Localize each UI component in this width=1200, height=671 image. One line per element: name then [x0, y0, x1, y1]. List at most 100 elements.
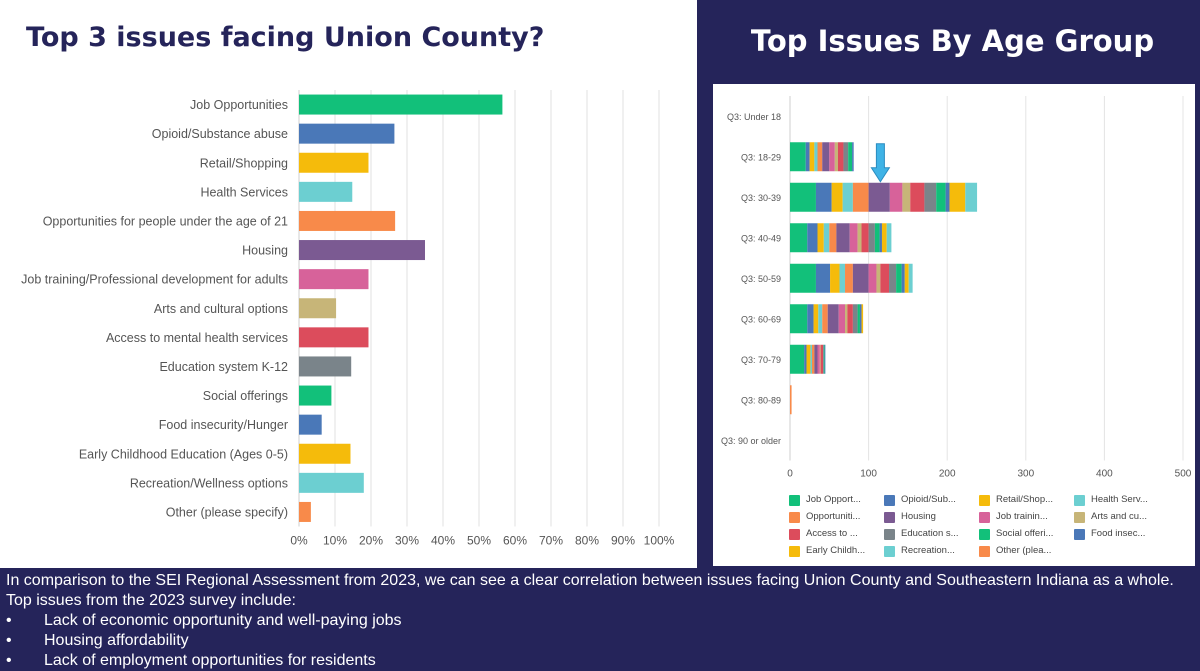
legend-item: Access to ... — [789, 528, 885, 544]
bar — [299, 181, 353, 202]
category-label: Food insecurity/Hunger — [159, 418, 288, 432]
category-label: Retail/Shopping — [200, 156, 288, 170]
legend-swatch — [789, 512, 800, 523]
x-tick-label: 50% — [467, 534, 491, 548]
bar-segment — [845, 304, 848, 334]
bar-segment — [805, 142, 810, 172]
legend-swatch — [789, 495, 800, 506]
x-tick-label: 200 — [939, 469, 956, 480]
legend-item: Job Opport... — [789, 494, 885, 510]
issues-bar-chart: 0% 10% 20% 30% 40% 50% 60% 70% 80% 90% 100% Job Opp… — [21, 90, 675, 548]
bar-segment — [818, 304, 823, 334]
bar-segment — [806, 344, 811, 374]
bar-segment — [874, 223, 880, 253]
legend-item: Social offeri... — [979, 528, 1075, 544]
bar — [299, 327, 369, 348]
bar — [299, 210, 396, 231]
legend-label: Food insec... — [1091, 528, 1146, 539]
bar-segment — [817, 344, 820, 374]
bar-segment — [868, 223, 875, 253]
legend-swatch — [1074, 529, 1085, 540]
category-label: Q3: 70-79 — [741, 355, 781, 365]
x-tick-label: 40% — [431, 534, 455, 548]
footer-bullet-item: • Housing affordability — [6, 631, 1194, 651]
legend-item: Food insec... — [1074, 528, 1170, 544]
legend-item: Other (plea... — [979, 545, 1075, 561]
bar — [299, 414, 322, 435]
bar-segment — [857, 304, 860, 334]
bar-segment — [924, 182, 937, 212]
legend-swatch — [1074, 512, 1085, 523]
x-tick-label: 100% — [644, 534, 675, 548]
category-label: Q3: 30-39 — [741, 193, 781, 203]
bar-segment — [830, 263, 840, 293]
bar-segment — [904, 263, 909, 293]
legend-swatch — [1074, 495, 1085, 506]
bar-segment — [908, 263, 913, 293]
bar-segment — [790, 182, 816, 212]
bar-segment — [868, 263, 877, 293]
bar-segment — [807, 304, 814, 334]
category-label: Q3: 18-29 — [741, 152, 781, 162]
legend-item: Recreation... — [884, 545, 980, 561]
bar — [299, 123, 395, 144]
x-tick-label: 90% — [611, 534, 635, 548]
bar-segment — [910, 182, 925, 212]
bar-segment — [881, 223, 887, 253]
legend-item: Opioid/Sub... — [884, 494, 980, 510]
bar-segment — [807, 223, 818, 253]
bar-segment — [836, 223, 850, 253]
category-label: Social offerings — [203, 389, 288, 403]
bar-segment — [812, 344, 815, 374]
right-chart-title: Top Issues By Age Group — [750, 24, 1155, 58]
category-label: Opportunities for people under the age o… — [43, 214, 288, 228]
bar-segment — [813, 304, 819, 334]
bar-segment — [819, 344, 821, 374]
category-label: Other (please specify) — [166, 505, 288, 519]
legend-label: Social offeri... — [996, 528, 1054, 539]
category-label: Job Opportunities — [190, 98, 288, 112]
bar-segment — [823, 344, 825, 374]
bar-segment — [896, 263, 902, 293]
bar-segment — [827, 304, 839, 334]
legend-item: Education s... — [884, 528, 980, 544]
bar-segment — [790, 142, 806, 172]
bar — [299, 501, 311, 522]
bullet-text: Lack of employment opportunities for res… — [44, 652, 376, 669]
x-tick-label: 60% — [503, 534, 527, 548]
category-label: Q3: 40-49 — [741, 233, 781, 243]
bar-segment — [852, 304, 858, 334]
footer-bullet-item: • Lack of economic opportunity and well-p… — [6, 611, 1194, 631]
legend-item: Opportuniti... — [789, 511, 885, 527]
bar-segment — [823, 344, 824, 374]
bar-segment — [809, 142, 815, 172]
category-label: Health Services — [200, 185, 288, 199]
category-label: Q3: 60-69 — [741, 314, 781, 324]
legend-swatch — [884, 546, 895, 557]
bar — [299, 240, 425, 261]
legend-label: Health Serv... — [1091, 494, 1148, 505]
footer-bullet-list: • Lack of economic opportunity and well-p… — [6, 611, 1194, 671]
x-tick-label: 0 — [787, 469, 793, 480]
bar-segment — [815, 263, 831, 293]
bar-segment — [902, 182, 911, 212]
x-tick-label: 70% — [539, 534, 563, 548]
bar-segment — [837, 142, 844, 172]
category-label: Arts and cultural options — [154, 302, 288, 316]
bullet-marker: • — [6, 652, 12, 669]
legend-swatch — [789, 546, 800, 557]
bar-segment — [817, 223, 824, 253]
bar-segment — [852, 263, 869, 293]
bar-segment — [829, 142, 835, 172]
bar — [299, 94, 503, 115]
bar-segment — [824, 344, 826, 374]
bar-segment — [831, 182, 843, 212]
legend-swatch — [979, 529, 990, 540]
bar-segment — [843, 142, 849, 172]
bar — [299, 269, 369, 290]
bar-segment — [901, 263, 905, 293]
legend-item: Health Serv... — [1074, 494, 1170, 510]
legend-label: Job Opport... — [806, 494, 861, 505]
legend-label: Job trainin... — [996, 511, 1048, 522]
bar — [299, 443, 351, 464]
